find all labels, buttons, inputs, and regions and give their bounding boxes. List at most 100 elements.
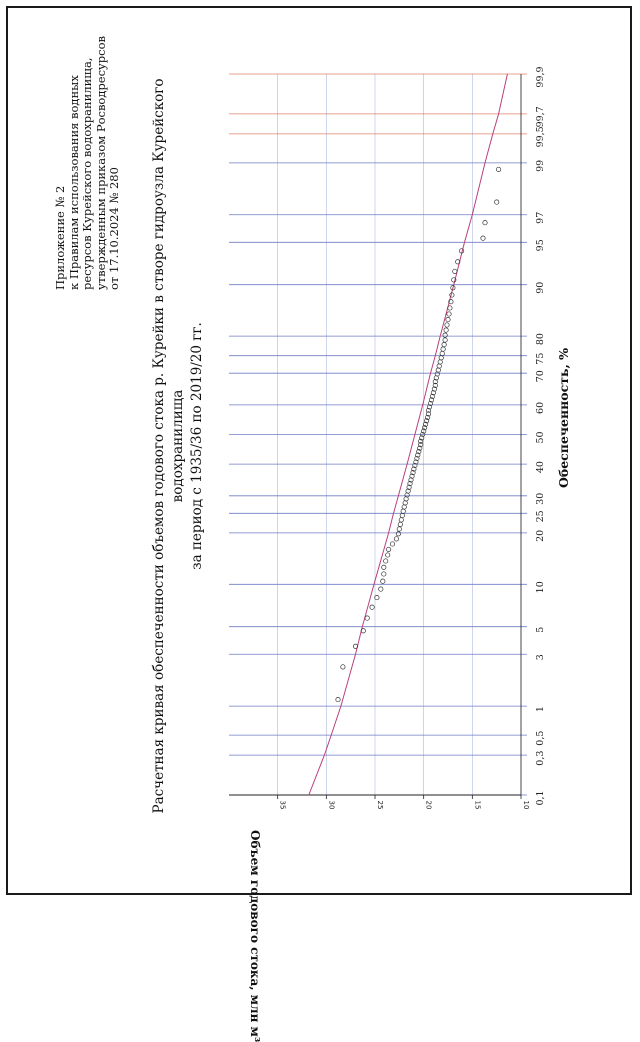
y-tick-label: 10 xyxy=(522,801,530,810)
data-point xyxy=(417,445,423,451)
data-point xyxy=(364,615,370,621)
data-point xyxy=(418,438,424,444)
data-point xyxy=(448,299,454,305)
data-point xyxy=(432,382,438,388)
y-tick-label: 20 xyxy=(425,801,433,810)
y-tick-labels: 10 15 20 25 30 35 xyxy=(279,801,530,810)
data-point xyxy=(378,586,384,592)
data-point xyxy=(381,564,387,570)
x-tick-labels: 0,1 0,3 0,5 1 3 5 10 20 25 30 40 50 60 70 75 80 90 95 97 99… xyxy=(535,66,546,805)
data-point xyxy=(352,643,359,649)
x-tick-label: 1 xyxy=(535,706,546,712)
x-tick-label: 95 xyxy=(535,239,546,251)
data-point xyxy=(423,421,429,427)
x-tick-label: 99 xyxy=(535,160,546,172)
annotation-line: утвержденным приказом Росводресурсов xyxy=(93,35,108,290)
y-tick-label: 35 xyxy=(279,801,287,810)
x-tick-label: 70 xyxy=(535,370,546,382)
data-point xyxy=(340,664,346,670)
y-grid-lines xyxy=(277,74,522,799)
page-border xyxy=(6,6,632,895)
x-tick-label: 0,1 xyxy=(535,790,546,805)
data-point xyxy=(430,390,436,396)
data-point xyxy=(399,512,405,519)
data-point xyxy=(413,459,419,465)
data-point xyxy=(427,400,434,407)
curve-line xyxy=(308,73,508,796)
data-point xyxy=(416,449,422,455)
analytic-curve xyxy=(308,73,508,796)
data-point xyxy=(410,470,416,476)
x-tick-label: 40 xyxy=(535,461,546,473)
data-point xyxy=(406,484,412,490)
annotation-line: Приложение № 2 xyxy=(53,185,67,290)
x-tick-label: 80 xyxy=(535,333,546,345)
x-axis-label: Обеспеченность, % xyxy=(556,347,571,488)
data-point xyxy=(450,285,456,291)
annotation-line: ресурсов Курейского водохранилища, xyxy=(80,57,94,291)
chart-area: 0,10,30,51351020253040506070758090959799… xyxy=(229,66,546,810)
data-point xyxy=(436,363,442,369)
data-point xyxy=(441,342,447,348)
data-point xyxy=(455,259,461,265)
data-point xyxy=(444,322,450,328)
data-point xyxy=(396,526,402,532)
data-point xyxy=(405,488,411,494)
chart-title-block: Расчетная кривая обеспеченности объемов … xyxy=(150,66,207,826)
data-point xyxy=(369,604,375,610)
data-point xyxy=(407,481,413,487)
data-point xyxy=(385,552,391,558)
x-tick-label: 0,3 xyxy=(535,751,546,766)
data-point xyxy=(432,379,438,385)
y-tick-label: 15 xyxy=(473,801,481,810)
data-point xyxy=(425,411,432,417)
data-point xyxy=(449,292,455,298)
appendix-annotation: Приложение № 2 к Правилам использования … xyxy=(53,30,122,291)
x-tick-label: 30 xyxy=(535,493,546,505)
data-point xyxy=(360,628,366,634)
data-point xyxy=(389,541,396,547)
x-tick-label: 99,7 xyxy=(535,106,546,127)
data-point xyxy=(398,517,404,523)
data-point xyxy=(412,462,418,469)
data-point xyxy=(422,425,428,431)
data-point xyxy=(424,418,430,424)
data-point xyxy=(440,346,446,352)
data-point xyxy=(428,397,435,403)
data-point xyxy=(438,355,444,361)
data-point xyxy=(445,317,451,323)
data-point xyxy=(383,558,389,564)
data-point xyxy=(386,546,392,552)
data-point xyxy=(393,536,399,542)
data-point xyxy=(408,477,414,483)
data-point xyxy=(482,220,488,226)
data-point xyxy=(442,337,448,343)
y-tick-label: 30 xyxy=(327,801,335,810)
data-point xyxy=(451,277,457,283)
data-point xyxy=(496,166,502,172)
x-tick-label: 25 xyxy=(535,510,546,522)
data-point xyxy=(494,199,500,205)
data-point xyxy=(425,407,432,414)
x-tick-label: 97 xyxy=(535,212,546,224)
x-tick-label: 5 xyxy=(535,627,546,633)
data-point xyxy=(452,268,458,274)
data-point xyxy=(442,332,448,338)
data-point xyxy=(439,350,445,357)
x-tick-label: 90 xyxy=(535,282,546,294)
data-point xyxy=(419,435,425,441)
data-point xyxy=(446,311,452,317)
x-grid-lines xyxy=(229,73,527,796)
data-point xyxy=(381,571,387,577)
data-point xyxy=(401,504,407,510)
data-point xyxy=(443,327,449,333)
data-point xyxy=(397,521,403,527)
x-tick-label: 75 xyxy=(535,353,546,365)
x-tick-label: 20 xyxy=(535,530,546,542)
data-point xyxy=(447,305,453,311)
chart-title: Расчетная кривая обеспеченности объемов … xyxy=(151,78,186,814)
data-point xyxy=(429,393,435,399)
x-tick-label: 60 xyxy=(535,402,546,414)
data-point xyxy=(409,473,415,479)
data-point xyxy=(411,466,417,472)
